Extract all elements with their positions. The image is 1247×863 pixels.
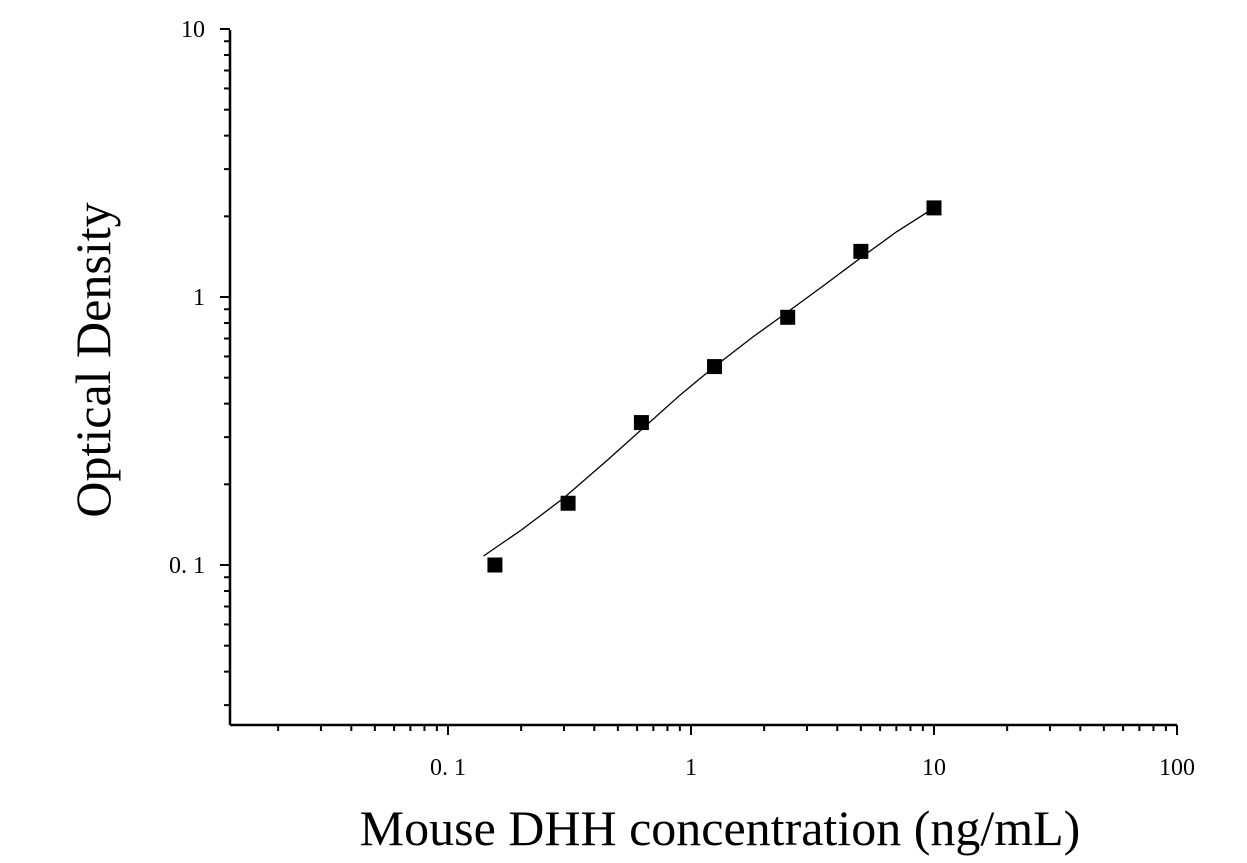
fit-curve-group [483, 207, 935, 557]
x-tick-label: 100 [1159, 755, 1195, 781]
data-point [633, 415, 649, 431]
x-tick-label: 1 [685, 755, 697, 781]
data-point [487, 557, 503, 573]
x-tick-label: 0. 1 [430, 755, 466, 781]
data-point [780, 309, 796, 325]
y-tick-label: 10 [181, 17, 205, 43]
data-point [853, 243, 869, 259]
y-axis-title: Optical Density [65, 202, 121, 517]
x-axis-title: Mouse DHH concentration (ng/mL) [360, 800, 1081, 856]
y-axis-ticks: 0. 1 1 10 [169, 17, 230, 707]
y-tick-label: 0. 1 [169, 553, 205, 579]
data-point [707, 359, 723, 375]
data-point [926, 200, 942, 216]
x-tick-label: 10 [922, 755, 946, 781]
x-axis-ticks: 0. 1 1 10 100 [277, 725, 1195, 781]
y-tick-label: 1 [193, 285, 205, 311]
data-point [560, 495, 576, 511]
fit-curve [483, 207, 935, 557]
data-points [487, 200, 942, 573]
axes [228, 30, 1177, 727]
